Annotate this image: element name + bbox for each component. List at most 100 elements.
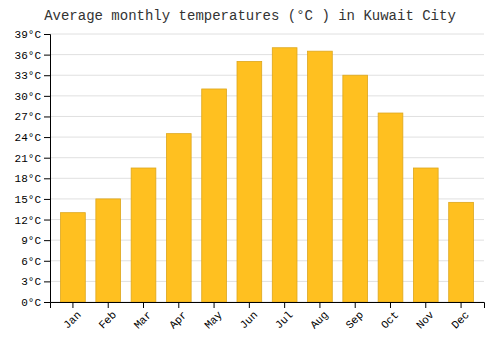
x-tick-mark bbox=[108, 302, 109, 308]
y-tick-label: 21°C bbox=[15, 153, 42, 165]
y-tick-label: 0°C bbox=[21, 297, 41, 309]
y-tick: 9°C bbox=[21, 235, 50, 247]
y-tick-mark bbox=[44, 34, 50, 35]
y-axis-line bbox=[44, 35, 51, 303]
y-tick-mark bbox=[44, 96, 50, 97]
x-tick: Feb bbox=[97, 302, 119, 331]
bar bbox=[413, 168, 438, 302]
x-tick: Apr bbox=[167, 302, 189, 331]
y-tick: 18°C bbox=[15, 173, 50, 185]
y-tick: 15°C bbox=[15, 194, 50, 206]
bars bbox=[61, 48, 474, 302]
y-tick-mark bbox=[44, 199, 50, 200]
y-tick-label: 24°C bbox=[15, 132, 42, 144]
y-tick: 30°C bbox=[15, 91, 50, 103]
bar bbox=[131, 168, 156, 302]
bar bbox=[166, 134, 191, 302]
chart: 0°C 3°C 6°C 9°C 12°C 15°C 18°C 21°C 24°C 27°C 30°C… bbox=[0, 0, 500, 350]
bar bbox=[272, 48, 297, 302]
y-tick: 21°C bbox=[15, 153, 50, 165]
x-tick-mark bbox=[355, 302, 356, 308]
x-tick-label: Sep bbox=[344, 309, 366, 331]
x-tick-mark bbox=[390, 302, 391, 308]
x-axis-line bbox=[51, 303, 485, 309]
x-tick-mark bbox=[425, 302, 426, 308]
bar bbox=[449, 202, 474, 302]
y-tick-mark bbox=[44, 55, 50, 56]
x-tick-mark bbox=[72, 302, 73, 308]
y-tick-mark bbox=[44, 75, 50, 76]
x-tick-mark bbox=[143, 302, 144, 308]
plot: 0°C 3°C 6°C 9°C 12°C 15°C 18°C 21°C 24°C 27°C 30°C… bbox=[15, 29, 485, 331]
x-tick-label: Dec bbox=[449, 309, 471, 331]
x-tick: Mar bbox=[132, 302, 154, 331]
x-tick-label: May bbox=[202, 309, 225, 332]
title: Average monthly temperatures (°C ) in Ku… bbox=[44, 8, 456, 24]
y-tick-mark bbox=[44, 302, 50, 303]
y-tick: 3°C bbox=[21, 276, 50, 288]
grid-line bbox=[50, 116, 484, 117]
x-tick-label: Feb bbox=[97, 309, 119, 331]
x-tick-label: Jan bbox=[61, 309, 83, 331]
y-tick-mark bbox=[44, 116, 50, 117]
bar bbox=[237, 61, 262, 302]
x-tick-mark bbox=[214, 302, 215, 308]
grid-line bbox=[50, 54, 484, 55]
x-tick: Jul bbox=[273, 302, 295, 331]
y-tick-label: 9°C bbox=[21, 235, 41, 247]
bar bbox=[378, 113, 403, 302]
x-tick-label: Oct bbox=[379, 309, 401, 331]
bar bbox=[96, 199, 121, 302]
y-tick: 36°C bbox=[15, 50, 50, 62]
x-tick-mark bbox=[461, 302, 462, 308]
bar bbox=[202, 89, 227, 302]
y-tick: 0°C bbox=[21, 297, 50, 309]
bar bbox=[343, 75, 368, 302]
x-tick-mark bbox=[319, 302, 320, 308]
y-axis: 0°C 3°C 6°C 9°C 12°C 15°C 18°C 21°C 24°C 27°C 30°C… bbox=[15, 29, 51, 309]
x-tick: Sep bbox=[344, 302, 366, 331]
x-tick-mark bbox=[284, 302, 285, 308]
x-tick: May bbox=[202, 302, 225, 331]
x-tick-label: Apr bbox=[167, 309, 189, 331]
x-tick-label: Jul bbox=[273, 309, 295, 331]
y-tick-label: 3°C bbox=[21, 276, 41, 288]
x-tick-label: Mar bbox=[132, 309, 154, 331]
y-tick-label: 12°C bbox=[15, 215, 42, 227]
grid-line bbox=[50, 137, 484, 138]
y-tick: 24°C bbox=[15, 132, 50, 144]
bar bbox=[61, 213, 86, 302]
y-tick-mark bbox=[44, 281, 50, 282]
y-tick-label: 36°C bbox=[15, 50, 42, 62]
y-tick-label: 6°C bbox=[21, 256, 41, 268]
x-tick: Oct bbox=[379, 302, 401, 331]
x-tick-label: Nov bbox=[414, 309, 437, 332]
x-tick: Nov bbox=[414, 302, 437, 331]
y-tick-mark bbox=[44, 220, 50, 221]
y-tick-mark bbox=[44, 137, 50, 138]
y-tick-label: 33°C bbox=[15, 70, 42, 82]
y-tick-mark bbox=[44, 240, 50, 241]
grid-line bbox=[50, 75, 484, 76]
grid-line bbox=[50, 157, 484, 158]
y-tick-label: 15°C bbox=[15, 194, 42, 206]
bar bbox=[308, 51, 333, 302]
grid-line bbox=[50, 34, 484, 35]
y-tick-mark bbox=[44, 261, 50, 262]
y-tick: 27°C bbox=[15, 111, 50, 123]
y-tick-label: 30°C bbox=[15, 91, 42, 103]
grid bbox=[50, 34, 484, 302]
x-tick-label: Aug bbox=[308, 309, 330, 331]
x-tick: Dec bbox=[449, 302, 471, 331]
y-tick: 33°C bbox=[15, 70, 50, 82]
x-tick: Aug bbox=[308, 302, 330, 331]
x-tick: Jun bbox=[238, 302, 260, 331]
y-tick-label: 39°C bbox=[15, 29, 42, 41]
y-tick-label: 18°C bbox=[15, 173, 42, 185]
y-tick: 39°C bbox=[15, 29, 50, 41]
y-tick-mark bbox=[44, 178, 50, 179]
y-tick-mark bbox=[44, 158, 50, 159]
y-tick: 12°C bbox=[15, 215, 50, 227]
x-tick-label: Jun bbox=[238, 309, 260, 331]
y-tick: 6°C bbox=[21, 256, 50, 268]
